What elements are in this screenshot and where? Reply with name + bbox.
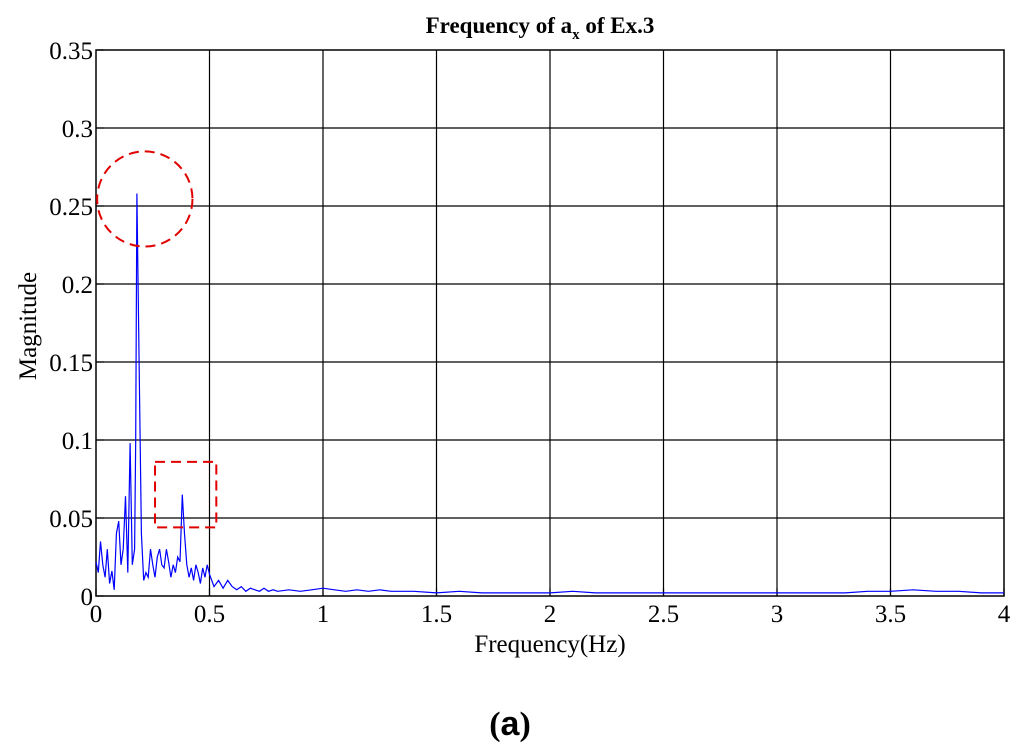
x-tick-label: 2: [544, 601, 557, 628]
series-line-magnitude: [95, 193, 1004, 594]
y-tick-label: 0: [81, 584, 94, 611]
tick-marks: [95, 49, 1005, 597]
x-tick-label: 3: [771, 601, 784, 628]
y-tick-label: 0.1: [62, 428, 93, 455]
x-tick-label: 0.5: [194, 601, 225, 628]
y-tick-label: 0.2: [62, 272, 93, 299]
grid-lines: [96, 50, 1004, 596]
x-tick-labels: 0 0.5 1 1.5 2 2.5 3 3.5 4: [90, 601, 1011, 628]
x-tick-label: 1: [317, 601, 330, 628]
x-tick-label: 0: [90, 601, 103, 628]
caption-open: (: [489, 706, 500, 743]
y-axis-label: Magnitude: [15, 272, 42, 380]
chart-title-main: Frequency of a: [426, 13, 573, 38]
x-tick-label: 3.5: [875, 601, 906, 628]
chart-title: Frequency of ax of Ex.3: [426, 13, 655, 43]
y-tick-label: 0.05: [49, 506, 93, 533]
y-tick-label: 0.25: [49, 194, 93, 221]
figure-caption: (a): [489, 705, 531, 743]
y-tick-labels: 0 0.05 0.1 0.15 0.2 0.25 0.3 0.35: [49, 38, 93, 611]
x-axis-label: Frequency(Hz): [474, 631, 625, 658]
x-tick-label: 4: [998, 601, 1011, 628]
y-tick-label: 0.35: [49, 38, 93, 65]
y-tick-label: 0.3: [62, 116, 93, 143]
chart-title-tail: of Ex.3: [580, 13, 655, 38]
caption-letter: a: [501, 705, 521, 743]
x-tick-label: 2.5: [648, 601, 679, 628]
y-tick-label: 0.15: [49, 350, 93, 377]
caption-close: ): [519, 706, 530, 743]
chart-title-subscript: x: [572, 27, 580, 43]
x-tick-label: 1.5: [421, 601, 452, 628]
peak-highlight-circle: [96, 150, 194, 248]
